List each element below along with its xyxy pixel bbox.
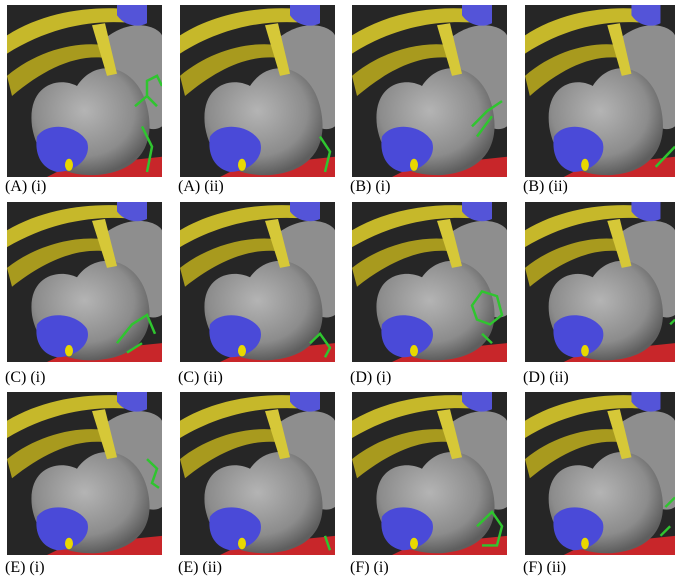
panel-image	[7, 5, 162, 177]
panel-label: (E) (i)	[5, 559, 45, 576]
panel-label: (D) (i)	[350, 369, 391, 386]
panel-label: (B) (i)	[350, 178, 390, 195]
page: (A) (i) (A) (ii) (B) (i) (B) (ii) (C) (i) (C)…	[0, 0, 678, 583]
molecule-render	[7, 392, 162, 555]
panel-label: (C) (ii)	[178, 369, 223, 386]
panel-image	[352, 392, 507, 555]
molecule-render	[525, 202, 675, 362]
panel-image	[525, 5, 675, 177]
figure: (A) (i) (A) (ii) (B) (i) (B) (ii) (C) (i) (C)…	[0, 0, 678, 583]
panel-image	[352, 5, 507, 177]
molecule-render	[352, 202, 507, 362]
molecule-render	[352, 392, 507, 555]
molecule-render	[180, 5, 335, 177]
panel-image	[180, 5, 335, 177]
molecule-render	[352, 5, 507, 177]
panel-image	[180, 202, 335, 362]
molecule-render	[525, 5, 675, 177]
panel-label: (E) (ii)	[178, 559, 222, 576]
molecule-render	[7, 5, 162, 177]
panel-label: (A) (i)	[5, 178, 46, 195]
panel-label: (B) (ii)	[523, 178, 568, 195]
panel-image	[352, 202, 507, 362]
panel-image	[180, 392, 335, 555]
panel-image	[525, 392, 675, 555]
molecule-render	[7, 202, 162, 362]
panel-label: (D) (ii)	[523, 369, 569, 386]
panel-image	[7, 392, 162, 555]
molecule-render	[525, 392, 675, 555]
panel-image	[7, 202, 162, 362]
panel-label: (F) (i)	[350, 559, 389, 576]
panel-label: (F) (ii)	[523, 559, 566, 576]
molecule-render	[180, 202, 335, 362]
panel-image	[525, 202, 675, 362]
panel-label: (C) (i)	[5, 369, 45, 386]
panel-label: (A) (ii)	[178, 178, 224, 195]
molecule-render	[180, 392, 335, 555]
